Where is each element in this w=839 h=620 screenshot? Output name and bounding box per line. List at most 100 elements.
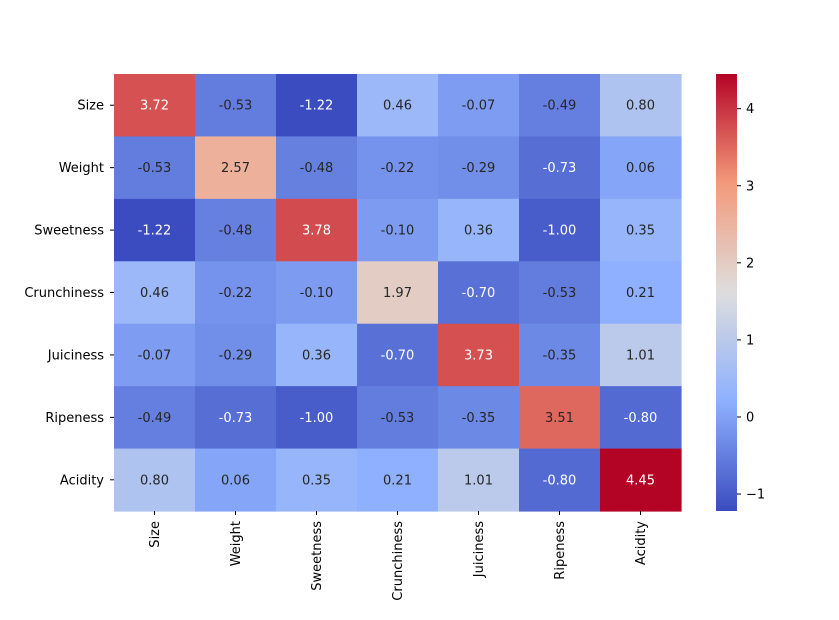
cell-value-label: -0.53 bbox=[543, 286, 577, 301]
colorbar-tick-label: 1 bbox=[746, 333, 754, 348]
heatmap-cell bbox=[600, 198, 682, 262]
colorbar-tick-label: 2 bbox=[746, 256, 754, 271]
column-tick-labels: Size Weight Sweetness Crunchiness Juiciness R… bbox=[148, 511, 649, 601]
heatmap-cell bbox=[276, 323, 358, 387]
cell-value-label: 0.21 bbox=[383, 473, 412, 488]
heatmap-cell bbox=[114, 448, 196, 512]
row-tick-labels: Size Weight Sweetness Crunchiness Juiciness R… bbox=[24, 99, 114, 488]
heatmap-cell bbox=[195, 74, 277, 138]
heatmap-cell bbox=[438, 386, 520, 450]
heatmap-cell bbox=[600, 448, 682, 512]
cell-value-label: 0.80 bbox=[626, 99, 655, 114]
column-tick-label: Juiciness bbox=[472, 521, 487, 578]
heatmap-cell bbox=[519, 198, 601, 262]
cell-value-label: 3.51 bbox=[545, 411, 574, 426]
heatmap-cell bbox=[114, 74, 196, 138]
cell-value-label: -0.10 bbox=[381, 224, 415, 239]
cell-value-label: -0.07 bbox=[462, 99, 496, 114]
cell-value-label: -0.22 bbox=[381, 161, 415, 176]
heatmap-cell bbox=[114, 323, 196, 387]
cell-value-label: 0.36 bbox=[464, 224, 493, 239]
heatmap-cell bbox=[357, 136, 439, 200]
heatmap-cell bbox=[357, 198, 439, 262]
heatmap-cell bbox=[276, 198, 358, 262]
heatmap-cell bbox=[600, 136, 682, 200]
heatmap-cell bbox=[600, 261, 682, 325]
heatmap-cell bbox=[114, 136, 196, 200]
cell-value-label: 0.80 bbox=[140, 473, 169, 488]
cell-value-label: 0.35 bbox=[302, 473, 331, 488]
colorbar-tick-label: 0 bbox=[746, 410, 754, 425]
cell-value-label: 3.72 bbox=[140, 99, 169, 114]
heatmap-cell bbox=[438, 136, 520, 200]
cell-value-label: 1.01 bbox=[626, 348, 655, 363]
heatmap-cell bbox=[195, 261, 277, 325]
row-tick-label: Juiciness bbox=[47, 348, 104, 363]
cell-value-label: -0.48 bbox=[219, 224, 253, 239]
heatmap-cell bbox=[600, 323, 682, 387]
heatmap-cell bbox=[114, 386, 196, 450]
cell-value-label: -0.70 bbox=[381, 348, 415, 363]
heatmap-cell bbox=[438, 198, 520, 262]
heatmap-cell bbox=[438, 323, 520, 387]
cell-value-label: 0.46 bbox=[140, 286, 169, 301]
cell-value-label: -0.10 bbox=[300, 286, 334, 301]
cell-value-label: -0.73 bbox=[219, 411, 253, 426]
cell-value-label: 3.73 bbox=[464, 348, 493, 363]
column-tick-label: Ripeness bbox=[553, 521, 568, 580]
heatmap-cells: 3.72 -0.53 -1.22 0.46 -0.07 -0.49 0.80 -0.53 2.5… bbox=[114, 74, 682, 512]
heatmap-cell bbox=[357, 448, 439, 512]
cell-value-label: 3.78 bbox=[302, 224, 331, 239]
heatmap-cell bbox=[519, 136, 601, 200]
cell-value-label: -0.07 bbox=[138, 348, 172, 363]
heatmap-cell bbox=[357, 386, 439, 450]
heatmap-cell bbox=[195, 323, 277, 387]
column-tick-label: Crunchiness bbox=[391, 521, 406, 601]
cell-value-label: -0.80 bbox=[624, 411, 658, 426]
cell-value-label: 2.57 bbox=[221, 161, 250, 176]
heatmap-cell bbox=[519, 261, 601, 325]
cell-value-label: 1.97 bbox=[383, 286, 412, 301]
heatmap-cell bbox=[357, 323, 439, 387]
heatmap-cell bbox=[114, 198, 196, 262]
colorbar-tick-label: 4 bbox=[746, 102, 754, 117]
cell-value-label: 0.35 bbox=[626, 224, 655, 239]
cell-value-label: -0.22 bbox=[219, 286, 253, 301]
cell-value-label: -0.70 bbox=[462, 286, 496, 301]
cell-value-label: 0.36 bbox=[302, 348, 331, 363]
colorbar-tick-label: 3 bbox=[746, 179, 754, 194]
cell-value-label: 0.06 bbox=[221, 473, 250, 488]
heatmap-cell bbox=[195, 136, 277, 200]
row-tick-label: Weight bbox=[59, 161, 104, 176]
column-tick-label: Size bbox=[148, 521, 163, 548]
row-tick-label: Sweetness bbox=[34, 224, 104, 239]
cell-value-label: 0.06 bbox=[626, 161, 655, 176]
heatmap-cell bbox=[114, 261, 196, 325]
row-tick-label: Ripeness bbox=[45, 411, 104, 426]
cell-value-label: -0.73 bbox=[543, 161, 577, 176]
column-tick-label: Weight bbox=[229, 521, 244, 566]
cell-value-label: -0.49 bbox=[138, 411, 172, 426]
cell-value-label: 4.45 bbox=[626, 473, 655, 488]
heatmap-cell bbox=[600, 74, 682, 138]
heatmap-cell bbox=[519, 386, 601, 450]
cell-value-label: -0.80 bbox=[543, 473, 577, 488]
heatmap-cell bbox=[357, 261, 439, 325]
heatmap-cell bbox=[276, 136, 358, 200]
column-tick-label: Acidity bbox=[634, 521, 649, 565]
heatmap-cell bbox=[438, 448, 520, 512]
cell-value-label: -1.00 bbox=[543, 224, 577, 239]
heatmap-cell bbox=[519, 323, 601, 387]
heatmap-cell bbox=[519, 448, 601, 512]
column-tick-label: Sweetness bbox=[310, 521, 325, 591]
cell-value-label: -0.53 bbox=[219, 99, 253, 114]
cell-value-label: -0.48 bbox=[300, 161, 334, 176]
heatmap-cell bbox=[276, 448, 358, 512]
heatmap-cell bbox=[438, 261, 520, 325]
row-tick-label: Acidity bbox=[60, 473, 104, 488]
heatmap-cell bbox=[357, 74, 439, 138]
heatmap-cell bbox=[600, 386, 682, 450]
heatmap-cell bbox=[276, 261, 358, 325]
colorbar: −1 0 1 2 3 4 bbox=[716, 74, 765, 511]
cell-value-label: 1.01 bbox=[464, 473, 493, 488]
